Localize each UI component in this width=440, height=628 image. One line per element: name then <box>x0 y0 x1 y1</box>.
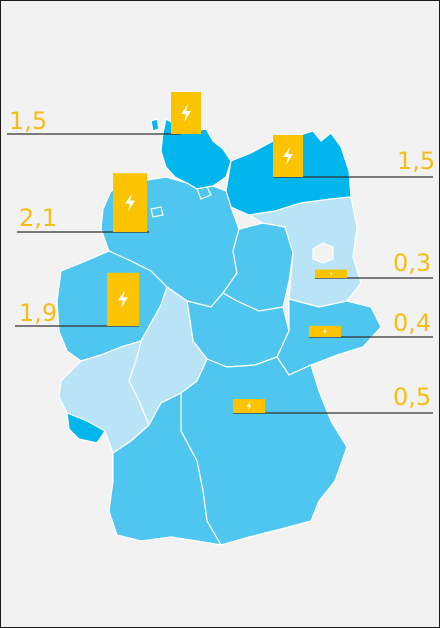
lightning-bolt-icon <box>246 401 252 411</box>
region-bremen <box>150 206 164 218</box>
region-saarland <box>66 412 106 444</box>
value-label-niedersachsen: 2,1 <box>19 204 57 232</box>
value-label-brandenburg: 0,3 <box>393 249 431 277</box>
lightning-bolt-icon <box>181 104 191 122</box>
region-baden-wuerttemberg <box>108 392 222 546</box>
lightning-bolt-icon <box>125 193 135 212</box>
value-label-nordrhein-westfalen: 1,9 <box>19 299 57 327</box>
lightning-bolt-icon <box>283 147 293 165</box>
region-berlin <box>312 242 334 264</box>
value-label-schleswig-holstein: 1,5 <box>9 107 47 135</box>
region-hamburg <box>196 186 212 200</box>
lightning-bolt-icon <box>323 328 327 335</box>
value-label-bayern: 0,5 <box>393 383 431 411</box>
value-label-sachsen: 0,4 <box>393 309 431 337</box>
lightning-bolt-icon <box>329 271 333 277</box>
value-label-mecklenburg-vorpommern: 1,5 <box>397 147 435 175</box>
region-island-north <box>150 118 160 132</box>
region-brandenburg <box>248 196 362 308</box>
lightning-bolt-icon <box>118 290 128 309</box>
markers <box>107 92 347 413</box>
